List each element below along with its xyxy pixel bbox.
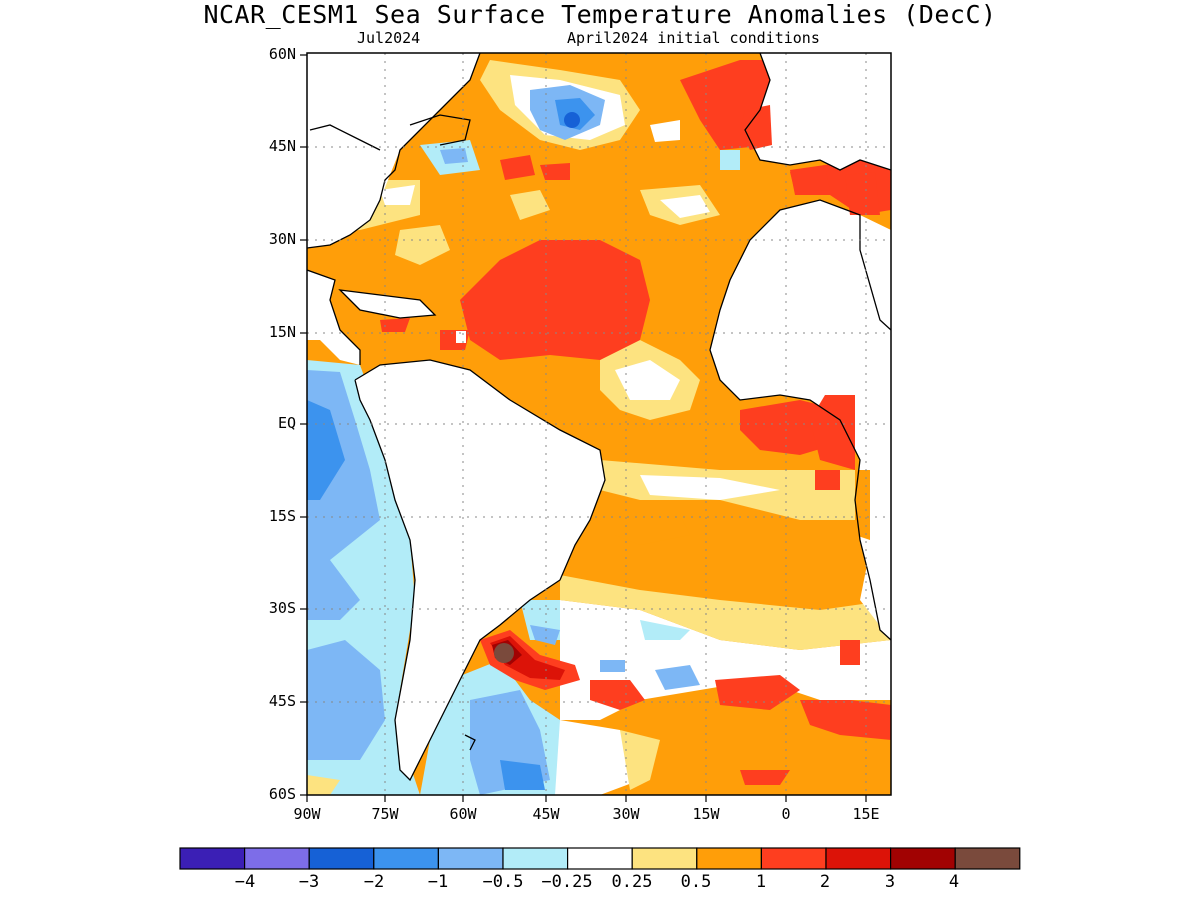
- colorbar-label: 4: [948, 872, 960, 892]
- lon-label: 60W: [449, 805, 477, 823]
- initial-conditions-label: April2024 initial conditions: [567, 29, 820, 47]
- colorbar-swatch: [308, 847, 375, 870]
- lon-label: 75W: [371, 805, 399, 823]
- lat-label: EQ: [277, 414, 296, 432]
- lon-label: 15E: [852, 805, 880, 823]
- colorbar-swatch: [889, 847, 956, 870]
- graticule: [307, 53, 891, 795]
- colorbar-label: 1: [755, 872, 767, 892]
- coastal-anomalies: [740, 105, 880, 540]
- lat-label: 45N: [268, 137, 296, 155]
- colorbar-label: −0.5: [482, 872, 524, 892]
- colorbar-swatch: [825, 847, 892, 870]
- colorbar-label: 3: [884, 872, 896, 892]
- colorbar-label: −3: [298, 872, 320, 892]
- lat-label: 30N: [268, 230, 296, 248]
- colorbar-swatch: [244, 847, 310, 870]
- colorbar: [179, 847, 1021, 870]
- colorbar-label: −2: [363, 872, 385, 892]
- lat-label: 60N: [268, 45, 296, 63]
- colorbar-swatch: [760, 847, 827, 870]
- forecast-month: Jul2024: [357, 29, 421, 47]
- colorbar-swatch: [373, 847, 439, 870]
- colorbar-label: −1: [427, 872, 449, 892]
- axis-ticks: [300, 54, 867, 802]
- lon-label: 15W: [692, 805, 720, 823]
- colorbar-label: 2: [819, 872, 831, 892]
- colorbar-swatch: [179, 847, 246, 870]
- colorbar-label: −0.25: [541, 872, 593, 892]
- lat-label: 30S: [268, 599, 296, 617]
- colorbar-swatch: [954, 847, 1021, 870]
- colorbar-swatch: [566, 847, 633, 870]
- colorbar-label: −4: [234, 872, 256, 892]
- colorbar-swatch: [437, 847, 504, 870]
- colorbar-swatch: [502, 847, 569, 870]
- lon-label: 45W: [532, 805, 560, 823]
- coastlines: [307, 53, 891, 782]
- colorbar-swatch: [696, 847, 762, 870]
- lat-label: 45S: [268, 692, 296, 710]
- lat-label: 15N: [268, 323, 296, 341]
- map-title: NCAR_CESM1 Sea Surface Temperature Anoma…: [203, 0, 997, 29]
- lon-label: 30W: [612, 805, 640, 823]
- colorbar-label: 0.5: [680, 872, 712, 892]
- colorbar-swatch: [631, 847, 698, 870]
- lon-label: 90W: [293, 805, 321, 823]
- colorbar-label: 0.25: [611, 872, 653, 892]
- lat-label: 15S: [268, 507, 296, 525]
- lon-label: 0: [781, 805, 791, 823]
- lat-label: 60S: [268, 785, 296, 803]
